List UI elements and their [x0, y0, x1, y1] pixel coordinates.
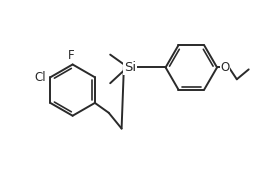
Text: Si: Si	[124, 61, 136, 74]
Text: F: F	[68, 49, 75, 61]
Text: O: O	[220, 61, 230, 74]
Text: Cl: Cl	[35, 71, 46, 84]
